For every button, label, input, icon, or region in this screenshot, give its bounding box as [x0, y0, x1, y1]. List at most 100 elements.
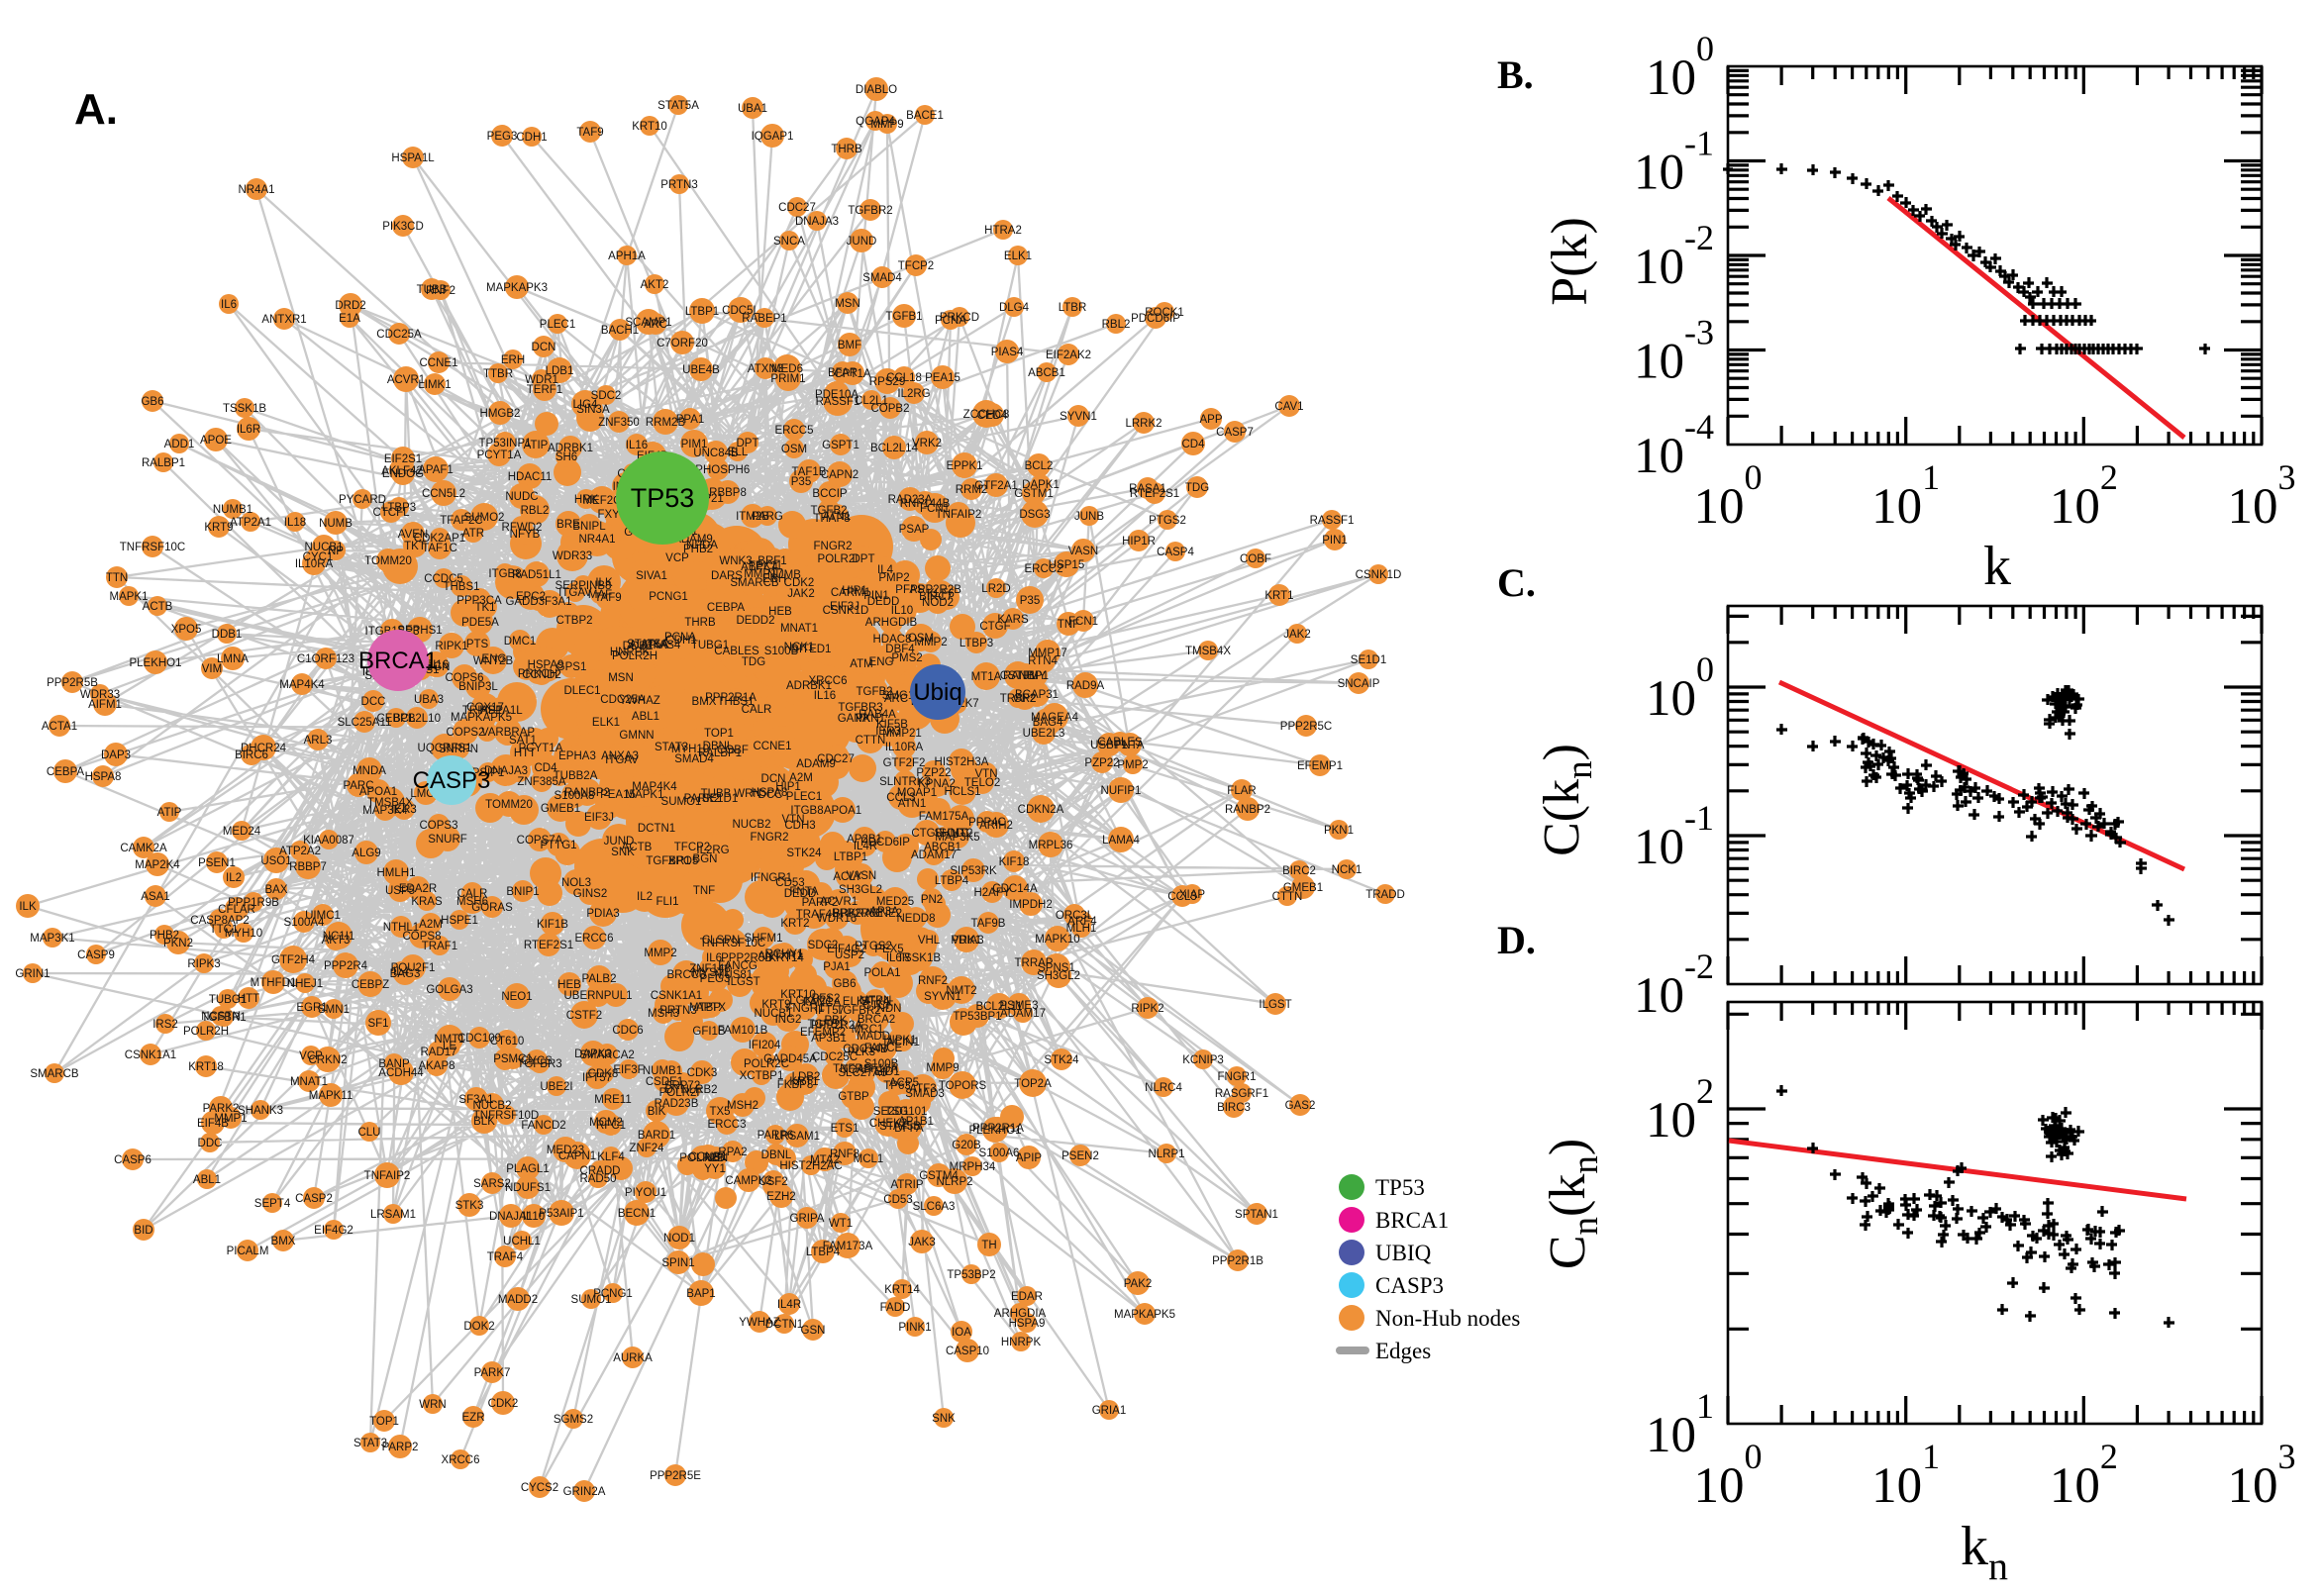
svg-text:SDC2: SDC2 — [591, 390, 622, 402]
svg-text:IL4R: IL4R — [854, 841, 877, 852]
svg-text:IL2RG: IL2RG — [696, 845, 729, 856]
svg-text:BID: BID — [134, 1225, 152, 1237]
svg-text:GRIN1: GRIN1 — [15, 968, 50, 980]
svg-text:USP15: USP15 — [1049, 559, 1084, 571]
svg-text:NPDA: NPDA — [686, 540, 718, 551]
svg-text:DAPK1: DAPK1 — [1022, 479, 1060, 491]
svg-text:MOAP1: MOAP1 — [897, 787, 937, 799]
svg-text:UNC84B: UNC84B — [693, 448, 739, 459]
svg-text:TGFB1: TGFB1 — [807, 1019, 844, 1031]
svg-text:XRCC6: XRCC6 — [442, 1454, 480, 1466]
svg-text:PIAS4: PIAS4 — [991, 347, 1024, 358]
svg-text:APTX: APTX — [696, 1002, 726, 1014]
svg-text:DPT: DPT — [853, 553, 875, 565]
svg-text:ZNF385A: ZNF385A — [517, 776, 566, 788]
svg-text:AVEN: AVEN — [398, 529, 428, 541]
svg-text:POLR2H: POLR2H — [612, 650, 657, 662]
svg-text:PCNA: PCNA — [664, 632, 696, 644]
svg-text:KRAS: KRAS — [411, 896, 443, 908]
svg-text:LGKV21: LGKV21 — [789, 995, 832, 1007]
svg-text:EFEMP2: EFEMP2 — [800, 1027, 846, 1039]
svg-text:JUND: JUND — [847, 236, 877, 248]
svg-text:BCL2L11: BCL2L11 — [975, 1001, 1022, 1013]
svg-text:EIF4B: EIF4B — [197, 1118, 229, 1130]
svg-text:C7ORF20: C7ORF20 — [656, 338, 708, 349]
svg-text:SH6: SH6 — [556, 451, 577, 463]
svg-text:PMP2: PMP2 — [1117, 759, 1148, 771]
svg-text:IL16: IL16 — [626, 440, 648, 451]
svg-text:TEX11: TEX11 — [749, 560, 782, 572]
svg-text:VTN: VTN — [782, 814, 805, 826]
svg-text:HTT: HTT — [238, 993, 259, 1005]
svg-text:ABL1: ABL1 — [632, 711, 659, 723]
svg-text:UBA1: UBA1 — [738, 103, 767, 115]
svg-text:BCL2: BCL2 — [1025, 460, 1054, 472]
svg-text:VASN: VASN — [847, 870, 876, 882]
svg-text:BIRC7: BIRC7 — [919, 591, 953, 603]
svg-text:DSG3: DSG3 — [1019, 509, 1050, 521]
svg-text:NUMB1: NUMB1 — [643, 1065, 682, 1077]
svg-text:RIPK2: RIPK2 — [1131, 1003, 1163, 1015]
svg-text:ILGST: ILGST — [727, 976, 759, 988]
svg-text:ASA1: ASA1 — [141, 891, 169, 903]
svg-text:LRRK2: LRRK2 — [1125, 418, 1162, 430]
svg-text:HRK: HRK — [574, 494, 599, 506]
svg-text:HSPA9: HSPA9 — [1009, 1318, 1046, 1330]
svg-text:GRIPA: GRIPA — [790, 1213, 825, 1225]
svg-text:NUCB1: NUCB1 — [755, 1008, 793, 1020]
svg-text:CAPN2: CAPN2 — [821, 469, 858, 481]
svg-text:GSN: GSN — [801, 1325, 826, 1337]
svg-text:GB6: GB6 — [833, 978, 856, 990]
svg-text:PLEKHO1: PLEKHO1 — [968, 1125, 1021, 1137]
svg-text:SLNTRK3: SLNTRK3 — [879, 776, 931, 788]
svg-text:TNFRSF10A: TNFRSF10A — [833, 1063, 898, 1075]
svg-text:HSPA1L: HSPA1L — [391, 152, 435, 164]
svg-text:MADD2: MADD2 — [498, 1294, 538, 1306]
svg-text:DDB1: DDB1 — [623, 641, 654, 652]
svg-text:PPP2R2A: PPP2R2A — [811, 1020, 862, 1032]
svg-text:WDR33: WDR33 — [80, 689, 120, 701]
svg-text:ARHGDIA: ARHGDIA — [994, 1308, 1047, 1320]
svg-text:FCN1: FCN1 — [1068, 616, 1098, 628]
svg-text:GTF2F2: GTF2F2 — [883, 757, 926, 769]
svg-text:IL10: IL10 — [891, 605, 913, 617]
svg-text:MMP9: MMP9 — [926, 1062, 959, 1074]
svg-text:KRT10: KRT10 — [780, 989, 816, 1001]
svg-text:IL2: IL2 — [226, 872, 242, 884]
svg-text:KARS: KARS — [997, 614, 1029, 626]
svg-text:IL6: IL6 — [221, 299, 237, 311]
svg-text:UCHL1: UCHL1 — [503, 1236, 541, 1247]
svg-text:FANCE: FANCE — [864, 1043, 903, 1054]
svg-text:COPS7A: COPS7A — [517, 835, 563, 847]
svg-text:C.: C. — [1497, 560, 1536, 605]
svg-text:MSH2: MSH2 — [727, 1100, 758, 1112]
svg-text:CDC25A: CDC25A — [600, 694, 646, 706]
svg-text:CDC100: CDC100 — [457, 1033, 501, 1045]
svg-text:PPP2R4: PPP2R4 — [324, 960, 368, 972]
svg-text:TH: TH — [981, 1240, 996, 1251]
svg-text:TRRAP: TRRAP — [1015, 957, 1054, 969]
svg-text:S100B: S100B — [764, 646, 799, 657]
svg-text:NDUFS1: NDUFS1 — [505, 1182, 551, 1194]
svg-text:TAF1B: TAF1B — [792, 466, 827, 478]
svg-text:SRP72: SRP72 — [664, 1080, 700, 1092]
svg-text:CAMK2A: CAMK2A — [120, 843, 167, 854]
svg-text:FCN1: FCN1 — [920, 503, 950, 515]
svg-text:TRAF2: TRAF2 — [1000, 693, 1036, 705]
svg-text:NLRP1: NLRP1 — [1148, 1148, 1184, 1160]
svg-text:CSDE1: CSDE1 — [646, 1076, 683, 1088]
svg-text:PSEN1: PSEN1 — [198, 857, 236, 869]
svg-text:AURKA: AURKA — [629, 640, 668, 651]
svg-text:WNT2B: WNT2B — [473, 655, 514, 667]
svg-text:CCND2: CCND2 — [522, 669, 561, 681]
svg-text:IL6R: IL6R — [886, 952, 910, 964]
svg-text:PLEKHO1: PLEKHO1 — [129, 657, 181, 669]
svg-text:LTBR: LTBR — [1059, 302, 1087, 314]
svg-text:CTCF: CTCF — [863, 1000, 894, 1012]
svg-text:MMP21: MMP21 — [882, 728, 922, 740]
svg-text:DAPK3: DAPK3 — [574, 1048, 612, 1060]
svg-text:LTBP3: LTBP3 — [382, 502, 416, 514]
svg-text:TUBB: TUBB — [417, 284, 448, 296]
svg-text:BGN: BGN — [693, 853, 718, 865]
svg-text:TERF1: TERF1 — [527, 384, 562, 396]
